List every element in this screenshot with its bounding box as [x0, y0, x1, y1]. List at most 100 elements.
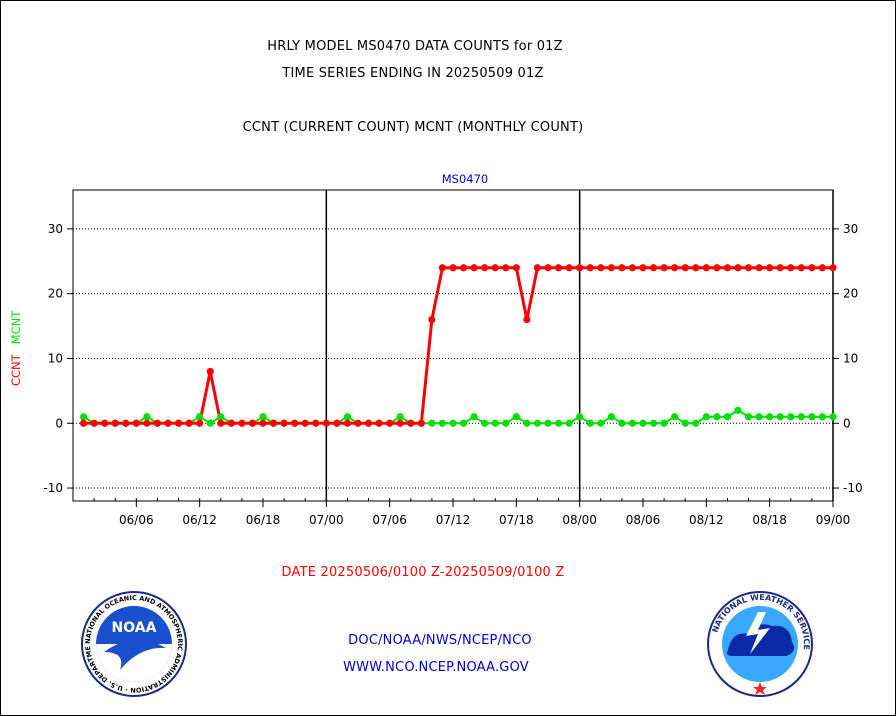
y-axis-label: CCNT MCNT — [9, 310, 23, 386]
data-point-mcnt — [628, 419, 637, 427]
data-point-mcnt — [766, 413, 774, 421]
data-point-mcnt — [744, 413, 753, 421]
data-point-mcnt — [607, 413, 615, 421]
data-point-mcnt — [755, 413, 763, 421]
data-point-ccnt — [280, 419, 288, 427]
data-point-mcnt — [544, 419, 552, 427]
title-line-2: TIME SERIES ENDING IN 20250509 01Z — [282, 66, 544, 81]
data-point-mcnt — [512, 413, 520, 421]
data-point-mcnt — [502, 419, 510, 427]
data-point-ccnt — [248, 419, 257, 427]
data-point-ccnt — [639, 264, 647, 272]
data-point-ccnt — [238, 419, 246, 427]
data-point-mcnt — [576, 413, 584, 421]
date-range-label: DATE 20250506/0100 Z-20250509/0100 Z — [281, 565, 565, 580]
data-point-ccnt — [502, 264, 510, 272]
data-point-ccnt — [396, 419, 404, 427]
data-point-ccnt — [597, 264, 605, 272]
data-point-ccnt — [459, 264, 468, 272]
data-point-ccnt — [671, 264, 679, 272]
data-point-ccnt — [301, 419, 309, 427]
data-point-ccnt — [491, 264, 499, 272]
data-point-ccnt — [586, 264, 594, 272]
data-point-ccnt — [797, 264, 805, 272]
data-point-ccnt — [618, 264, 626, 272]
data-point-ccnt — [322, 419, 330, 427]
data-point-ccnt — [217, 419, 225, 427]
data-point-ccnt — [407, 419, 415, 427]
data-point-ccnt — [227, 419, 235, 427]
data-point-mcnt — [723, 413, 732, 421]
data-point-ccnt — [428, 315, 436, 324]
data-point-mcnt — [449, 419, 457, 427]
data-point-mcnt — [660, 419, 668, 427]
data-point-ccnt — [660, 264, 668, 272]
data-point-ccnt — [755, 264, 763, 272]
data-point-ccnt — [153, 419, 162, 427]
data-point-mcnt — [428, 419, 436, 427]
data-point-ccnt — [364, 419, 373, 427]
title-line-1: HRLY MODEL MS0470 DATA COUNTS for 01Z — [267, 39, 563, 54]
subtitle: CCNT (CURRENT COUNT) MCNT (MONTHLY COUNT… — [242, 120, 584, 135]
data-point-ccnt — [818, 264, 827, 272]
data-point-ccnt — [333, 419, 341, 427]
y-tick-label-right: 20 — [843, 287, 858, 301]
data-point-ccnt — [512, 264, 520, 272]
data-point-ccnt — [692, 264, 700, 272]
nws-logo: NATIONAL WEATHER SERVICE — [707, 591, 813, 697]
data-point-mcnt — [343, 413, 352, 421]
y-tick-label-right: -10 — [843, 481, 863, 495]
y-tick-label-right: 10 — [843, 351, 858, 365]
data-point-mcnt — [649, 419, 658, 427]
data-point-mcnt — [196, 413, 204, 421]
data-point-ccnt — [766, 264, 774, 272]
data-point-mcnt — [797, 413, 805, 421]
data-point-mcnt — [734, 406, 742, 414]
data-point-ccnt — [808, 264, 816, 272]
data-point-ccnt — [554, 264, 563, 272]
data-point-ccnt — [164, 419, 172, 427]
data-point-ccnt — [343, 419, 352, 427]
data-point-ccnt — [111, 419, 119, 427]
y-axis-label-mcnt: MCNT — [9, 310, 23, 345]
x-tick-label: 09/00 — [816, 513, 851, 527]
data-point-ccnt — [607, 264, 615, 272]
data-point-ccnt — [787, 264, 795, 272]
data-point-mcnt — [481, 419, 489, 427]
data-point-mcnt — [491, 419, 499, 427]
data-point-ccnt — [776, 264, 784, 272]
noaa-logo-text: NOAA — [112, 620, 157, 636]
data-point-ccnt — [101, 419, 109, 427]
data-point-ccnt — [174, 419, 183, 427]
data-point-ccnt — [576, 264, 584, 272]
data-point-ccnt — [90, 419, 98, 427]
data-point-mcnt — [206, 419, 214, 427]
data-point-ccnt — [312, 419, 320, 427]
series-line-ccnt — [83, 266, 833, 425]
x-tick-label: 07/18 — [499, 513, 534, 527]
data-point-mcnt — [565, 419, 573, 427]
data-point-mcnt — [681, 419, 689, 427]
data-point-ccnt — [649, 264, 658, 272]
x-tick-label: 08/00 — [562, 513, 597, 527]
data-point-ccnt — [196, 419, 204, 427]
doc-noaa-link[interactable]: DOC/NOAA/NWS/NCEP/NCO — [348, 633, 532, 648]
chart-title: MS0470 — [442, 172, 489, 186]
data-point-ccnt — [375, 419, 383, 427]
data-point-mcnt — [713, 413, 721, 421]
plot-area — [72, 189, 834, 502]
data-point-mcnt — [808, 413, 816, 421]
y-tick-label-left: -10 — [43, 481, 63, 495]
data-point-ccnt — [269, 419, 278, 427]
data-point-ccnt — [744, 264, 753, 272]
data-point-ccnt — [185, 419, 193, 427]
data-point-ccnt — [438, 264, 447, 272]
data-point-ccnt — [386, 419, 394, 427]
noaa-logo: NOAA NATIONAL OCEANIC AND ATMOSPHERIC AD… — [80, 590, 187, 697]
data-point-ccnt — [143, 419, 151, 427]
nco-website-link[interactable]: WWW.NCO.NCEP.NOAA.GOV — [343, 660, 529, 675]
data-point-ccnt — [723, 264, 732, 272]
data-point-mcnt — [702, 413, 710, 421]
data-point-mcnt — [692, 419, 700, 427]
data-point-ccnt — [829, 264, 837, 272]
